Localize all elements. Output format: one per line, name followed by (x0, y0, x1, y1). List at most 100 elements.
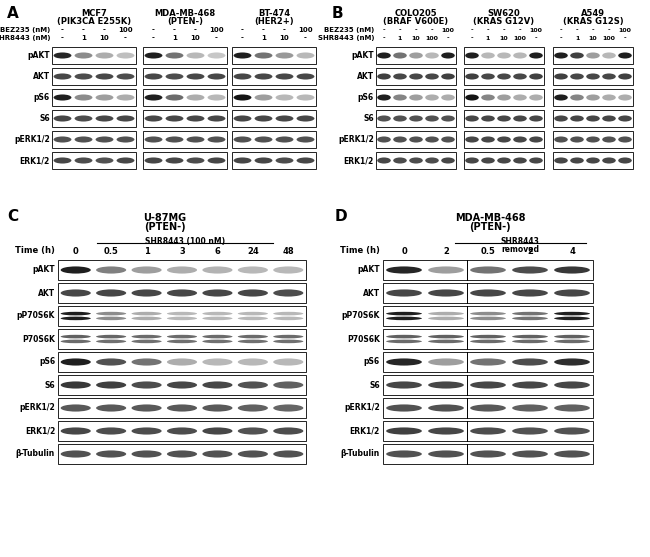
Text: pS6: pS6 (358, 93, 374, 102)
Text: -: - (447, 36, 449, 41)
Ellipse shape (96, 290, 126, 296)
Ellipse shape (166, 158, 183, 164)
Text: -: - (487, 27, 489, 32)
Ellipse shape (393, 158, 407, 164)
Ellipse shape (377, 136, 391, 143)
Text: Time (h): Time (h) (15, 247, 55, 256)
Bar (232, 110, 316, 127)
Ellipse shape (255, 52, 272, 58)
Ellipse shape (96, 335, 126, 339)
Ellipse shape (255, 158, 272, 164)
Text: -: - (61, 35, 64, 41)
Ellipse shape (554, 427, 590, 434)
Ellipse shape (512, 266, 548, 273)
Ellipse shape (131, 404, 162, 412)
Text: -: - (283, 27, 286, 33)
Ellipse shape (570, 136, 584, 143)
Ellipse shape (428, 316, 464, 320)
Ellipse shape (60, 427, 91, 434)
Ellipse shape (233, 74, 252, 80)
Ellipse shape (202, 451, 233, 457)
Text: (HER2+): (HER2+) (254, 17, 294, 26)
Bar (52, 152, 136, 169)
Ellipse shape (202, 290, 233, 296)
Ellipse shape (554, 404, 590, 412)
Text: removed: removed (501, 245, 539, 254)
Bar (553, 47, 633, 64)
Ellipse shape (386, 316, 422, 320)
Ellipse shape (273, 427, 304, 434)
Text: 1: 1 (486, 36, 490, 41)
Text: AKT: AKT (357, 72, 374, 81)
Ellipse shape (586, 115, 600, 121)
Bar (232, 152, 316, 169)
Ellipse shape (166, 52, 183, 58)
Ellipse shape (273, 290, 304, 296)
Ellipse shape (167, 335, 197, 339)
Ellipse shape (96, 136, 113, 143)
Ellipse shape (470, 266, 506, 273)
Ellipse shape (296, 95, 315, 101)
Ellipse shape (618, 74, 632, 80)
Text: U-87MG: U-87MG (144, 213, 187, 223)
Text: 10: 10 (190, 35, 200, 41)
Ellipse shape (554, 158, 568, 164)
Ellipse shape (497, 158, 511, 164)
Ellipse shape (386, 340, 422, 343)
Ellipse shape (618, 158, 632, 164)
Ellipse shape (428, 312, 464, 315)
Ellipse shape (167, 404, 197, 412)
Ellipse shape (554, 52, 568, 58)
Ellipse shape (96, 312, 126, 315)
Text: AKT: AKT (38, 289, 55, 297)
Ellipse shape (60, 316, 91, 320)
Ellipse shape (425, 52, 439, 58)
Ellipse shape (393, 136, 407, 143)
Ellipse shape (202, 266, 233, 273)
Ellipse shape (529, 115, 543, 121)
Ellipse shape (481, 136, 495, 143)
Text: pERK1/2: pERK1/2 (338, 135, 374, 144)
Ellipse shape (276, 115, 293, 121)
Ellipse shape (202, 358, 233, 365)
Text: -: - (124, 35, 127, 41)
Ellipse shape (618, 52, 632, 58)
Ellipse shape (53, 158, 72, 164)
Ellipse shape (238, 451, 268, 457)
Ellipse shape (470, 340, 506, 343)
Ellipse shape (131, 427, 162, 434)
Text: SW620: SW620 (488, 9, 521, 18)
Ellipse shape (207, 74, 226, 80)
Bar (52, 131, 136, 148)
Text: pP70S6K: pP70S6K (17, 311, 55, 320)
Ellipse shape (238, 290, 268, 296)
Ellipse shape (96, 266, 126, 273)
Text: C: C (7, 209, 18, 224)
Ellipse shape (570, 95, 584, 101)
Bar (464, 152, 544, 169)
Ellipse shape (570, 52, 584, 58)
Text: -: - (502, 27, 505, 32)
Ellipse shape (602, 74, 616, 80)
Ellipse shape (514, 136, 526, 143)
Text: 1: 1 (398, 36, 402, 41)
Bar (383, 444, 593, 464)
Ellipse shape (144, 158, 162, 164)
Ellipse shape (207, 95, 226, 101)
Ellipse shape (512, 427, 548, 434)
Ellipse shape (131, 382, 162, 389)
Ellipse shape (131, 358, 162, 365)
Text: -: - (398, 27, 401, 32)
Ellipse shape (470, 312, 506, 315)
Bar (143, 89, 227, 106)
Ellipse shape (554, 312, 590, 315)
Text: (PIK3CA E255K): (PIK3CA E255K) (57, 17, 131, 26)
Bar (553, 89, 633, 106)
Ellipse shape (618, 95, 632, 101)
Bar (143, 131, 227, 148)
Ellipse shape (53, 95, 72, 101)
Ellipse shape (470, 404, 506, 412)
Text: Time (h): Time (h) (340, 247, 380, 256)
Ellipse shape (131, 290, 162, 296)
Bar (376, 68, 456, 85)
